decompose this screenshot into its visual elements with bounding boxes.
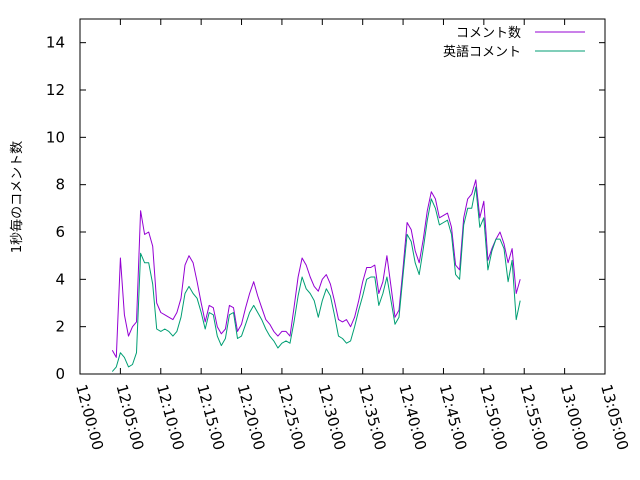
legend-item-2: 英語コメント bbox=[443, 44, 585, 60]
plot-area-border bbox=[79, 18, 606, 375]
plot-frame bbox=[79, 18, 606, 375]
x-axis: 12:00:00 12:05:00 12:10:00 12:15:00 12:20:00… bbox=[72, 19, 632, 452]
y-tick-label: 8 bbox=[55, 176, 65, 194]
x-tick-label: 12:55:00 bbox=[516, 382, 551, 452]
y-axis-label: 1秒毎のコメント数 bbox=[9, 141, 25, 253]
y-tick-label: 6 bbox=[55, 223, 65, 241]
legend-label-2: 英語コメント bbox=[443, 44, 521, 60]
x-tick-label: 12:05:00 bbox=[113, 382, 148, 452]
x-tick-label: 12:40:00 bbox=[395, 382, 430, 452]
y-tick-label: 4 bbox=[55, 270, 65, 288]
x-tick-label: 12:25:00 bbox=[274, 382, 309, 452]
legend: コメント数 英語コメント bbox=[443, 26, 585, 60]
y-tick-label: 10 bbox=[46, 128, 65, 146]
series-line-2 bbox=[111, 186, 521, 372]
x-tick-label: 12:00:00 bbox=[72, 382, 107, 452]
x-tick-label: 12:45:00 bbox=[436, 382, 471, 452]
x-tick-label: 12:15:00 bbox=[193, 382, 228, 452]
series-lines bbox=[111, 179, 521, 372]
x-tick-label: 12:50:00 bbox=[476, 382, 511, 452]
x-tick-label: 13:00:00 bbox=[557, 382, 592, 452]
y-tick-label: 2 bbox=[55, 318, 65, 336]
legend-item-1: コメント数 bbox=[456, 26, 585, 41]
x-tick-label: 12:30:00 bbox=[314, 382, 349, 452]
x-tick-label: 12:20:00 bbox=[234, 382, 269, 452]
x-tick-label: 13:05:00 bbox=[597, 382, 632, 452]
y-tick-label: 14 bbox=[46, 34, 65, 52]
y-tick-label: 12 bbox=[46, 81, 65, 99]
legend-label-1: コメント数 bbox=[456, 26, 521, 41]
series-line-1 bbox=[111, 179, 521, 358]
x-tick-label: 12:10:00 bbox=[153, 382, 188, 452]
y-tick-label: 0 bbox=[55, 365, 65, 383]
x-tick-label: 12:35:00 bbox=[355, 382, 390, 452]
y-axis: 0 2 4 6 8 10 12 14 bbox=[46, 34, 605, 383]
